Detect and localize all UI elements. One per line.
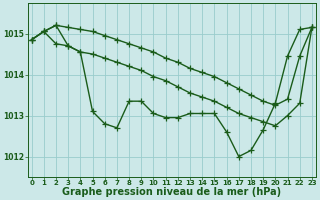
X-axis label: Graphe pression niveau de la mer (hPa): Graphe pression niveau de la mer (hPa) bbox=[62, 187, 281, 197]
